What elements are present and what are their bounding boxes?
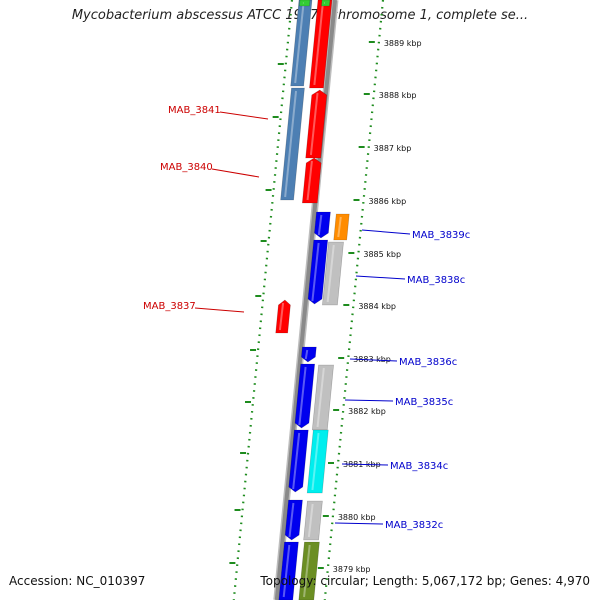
gene-mab-3836c-shine [304,349,309,360]
gene-green-top-2 [321,0,331,7]
gene-mab-3840-steelblue [280,87,305,201]
gene-label-leader [219,111,269,120]
gene-label-mab-3832c: MAB_3832c [385,520,443,531]
gene-olive-shine [303,544,311,598]
gene-label-leader [361,229,411,235]
gene-red-top [309,0,333,89]
tick-label-kbp: 3880 kbp [338,513,376,522]
inner-dotted-ring [232,0,294,600]
tick-label-kbp: 3882 kbp [348,407,386,416]
gene-label-mab-3841: MAB_3841 [168,105,221,116]
gene-label-mab-3834c: MAB_3834c [390,461,448,472]
gene-mab-3835c-shine [298,366,307,426]
gene-orange [333,213,350,241]
gene-mab-3840-shine [306,160,313,201]
tick-label-kbp: 3879 kbp [333,565,371,574]
tick-label-kbp: 3888 kbp [379,91,417,100]
gene-mab-3832c [284,499,303,541]
gene-mab-3841 [305,89,328,159]
gene-label-leader [355,275,406,280]
genome-summary: Topology: circular; Length: 5,067,172 bp… [260,574,590,588]
gene-label-leader [344,399,394,402]
gene-mab-3832c-shine [288,502,295,538]
gene-label-leader [341,463,389,466]
gene-label-mab-3836c: MAB_3836c [399,357,457,368]
gene-mab-3834c [288,429,309,493]
gene-mab-3837-shine [278,302,285,331]
gene-mab-3835c [294,363,316,429]
gene-gray-3 [303,500,323,541]
gene-label-mab-3840: MAB_3840 [160,162,213,173]
gene-gray-1 [322,241,344,306]
gene-mab-3836c [301,346,317,363]
gene-olive [298,541,320,600]
outer-dotted-ring [323,0,385,600]
gene-label-mab-3835c: MAB_3835c [395,397,453,408]
gene-mab-3839c [314,211,331,239]
tick-label-kbp: 3887 kbp [374,144,412,153]
gene-cyan-shine [311,432,320,491]
gene-label-leader [349,358,398,362]
gene-green-top [299,0,311,7]
gene-mab-3840-steelblue-shine [284,90,298,198]
gene-mab-3840 [301,157,322,204]
gene-orange-shine [337,216,342,238]
gene-mab-3838c [307,239,329,305]
gene-mab-3839c-shine [317,214,323,236]
gene-mab-3837 [275,299,291,334]
gene-gray-3-shine [307,503,314,538]
gene-label-leader [211,168,260,178]
gene-blue-bottom [278,541,299,600]
gene-label-mab-3838c: MAB_3838c [407,275,465,286]
gene-label-leader [194,307,245,313]
gene-label-mab-3837: MAB_3837 [143,301,196,312]
tick-label-kbp: 3886 kbp [369,197,407,206]
gene-mab-3838c-shine [311,242,320,302]
gene-gray-2-shine [316,367,325,428]
gene-red-top-shine [313,2,324,86]
gene-mab-3841-shine [309,92,319,156]
gene-label-leader [334,522,384,525]
tick-label-kbp: 3885 kbp [363,250,401,259]
gene-steelblue-top-shine [294,2,305,84]
tick-label-kbp: 3889 kbp [384,39,422,48]
gene-steelblue-top [290,0,313,87]
gene-blue-bottom-shine [282,544,291,598]
gene-label-mab-3839c: MAB_3839c [412,230,470,241]
gene-gray-1-shine [326,244,335,303]
accession-label: Accession: NC_010397 [9,574,146,588]
gene-mab-3834c-shine [292,432,301,490]
tick-label-kbp: 3884 kbp [358,302,396,311]
gene-cyan [306,429,329,494]
